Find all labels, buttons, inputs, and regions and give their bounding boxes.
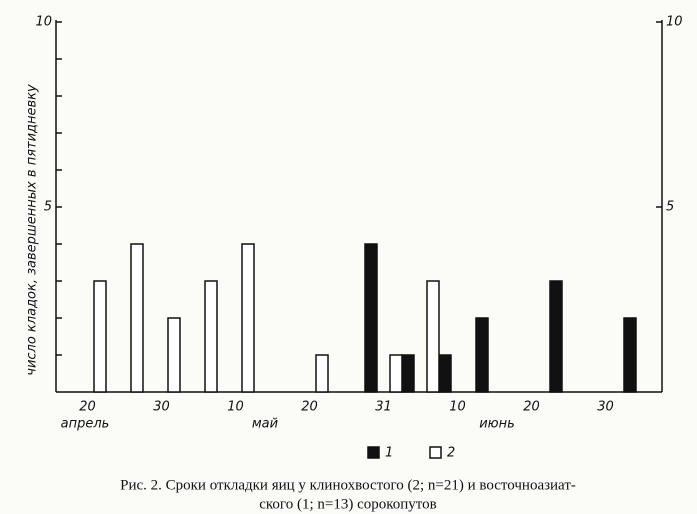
legend-label: 2 [447, 446, 455, 461]
x-tick-label: 10 [227, 400, 244, 415]
bar [241, 243, 255, 393]
y-axis-label: число кладок, завершенных в пятидневку [25, 84, 40, 376]
y-tick-label: 10 [35, 15, 52, 30]
month-label: апрель [61, 417, 110, 432]
legend-swatch [429, 446, 442, 459]
y2-tick-label: 5 [666, 200, 674, 215]
bar [623, 317, 637, 393]
x-tick-label: 20 [523, 400, 540, 415]
bar [130, 243, 144, 393]
bar [364, 243, 378, 393]
bar [204, 280, 218, 393]
x-tick-label: 10 [449, 400, 466, 415]
y2-tick-label: 10 [666, 15, 683, 30]
x-tick-label: 30 [153, 400, 170, 415]
month-label: июнь [479, 417, 515, 432]
bar [401, 354, 415, 393]
bar [315, 354, 329, 393]
x-tick-label: 30 [597, 400, 614, 415]
month-label: май [252, 417, 278, 432]
caption: Рис. 2. Сроки откладки яиц у клинохвосто… [120, 477, 576, 493]
legend-swatch [367, 446, 380, 459]
bar [475, 317, 489, 393]
bar [438, 354, 452, 393]
x-tick-label: 20 [79, 400, 96, 415]
bar [549, 280, 563, 393]
bar [93, 280, 107, 393]
y-tick-label: 5 [44, 200, 52, 215]
bar [167, 317, 181, 393]
legend-label: 1 [385, 446, 393, 461]
caption: ского (1; n=13) сорокопутов [259, 496, 436, 512]
bar [426, 280, 440, 393]
bar [389, 354, 403, 393]
x-tick-label: 20 [301, 400, 318, 415]
x-tick-label: 31 [375, 400, 392, 415]
